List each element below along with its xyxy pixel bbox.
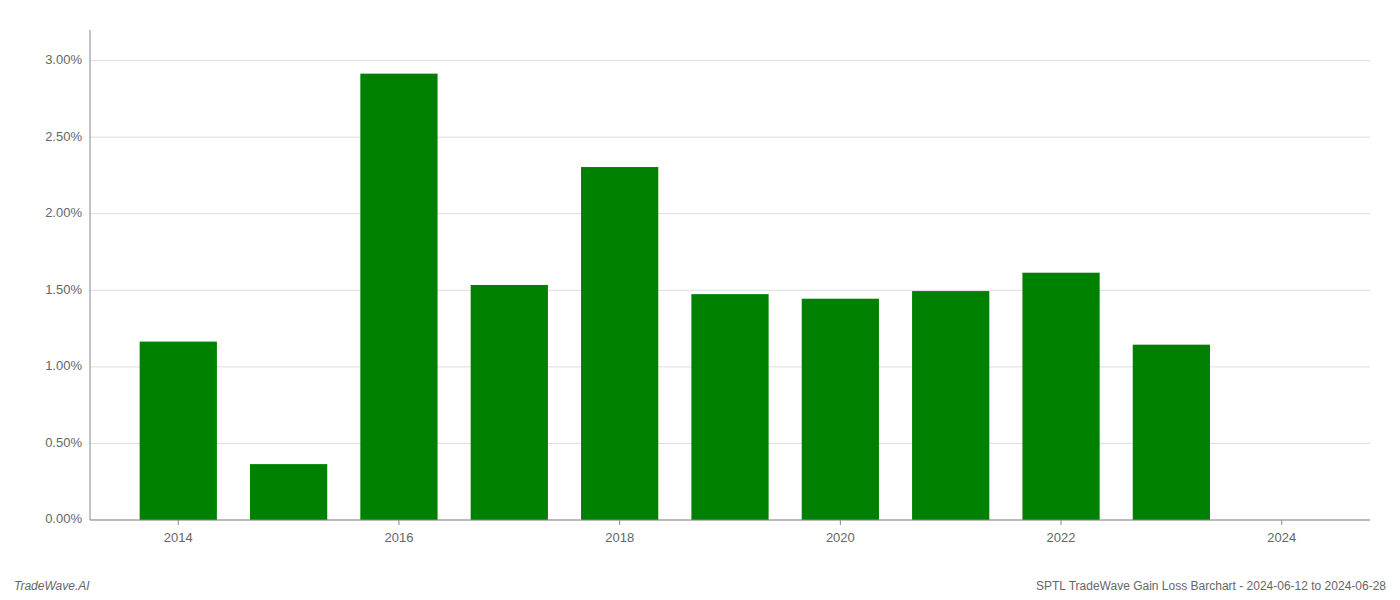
y-tick-label: 1.00% xyxy=(45,358,82,373)
x-tick-label: 2022 xyxy=(1047,530,1076,545)
y-tick-label: 0.50% xyxy=(45,435,82,450)
bar xyxy=(250,464,327,520)
grid xyxy=(90,61,1370,520)
x-tick-label: 2018 xyxy=(605,530,634,545)
bar xyxy=(360,74,437,520)
x-axis-line xyxy=(90,520,1370,521)
grid-line xyxy=(90,213,1370,214)
bar xyxy=(802,299,879,520)
chart: 0.00% 0.50% 1.00% 1.50% 2.00% 2.50% 3.00% 2014 2… xyxy=(0,0,1400,600)
y-axis-line xyxy=(90,30,91,520)
bar xyxy=(691,294,768,520)
x-tick xyxy=(1281,520,1282,525)
x-tick xyxy=(398,520,399,525)
grid-line xyxy=(90,520,1370,521)
bar xyxy=(912,291,989,520)
grid-line xyxy=(90,290,1370,291)
x-tick xyxy=(1061,520,1062,525)
x-tick xyxy=(840,520,841,525)
x-tick xyxy=(178,520,179,525)
x-tick xyxy=(619,520,620,525)
y-tick-label: 0.00% xyxy=(45,511,82,526)
y-tick-label: 2.50% xyxy=(45,129,82,144)
bar xyxy=(581,167,658,520)
grid-line xyxy=(90,60,1370,61)
bar xyxy=(471,285,548,520)
bar xyxy=(1133,345,1210,520)
y-tick-label: 2.00% xyxy=(45,205,82,220)
x-tick-label: 2020 xyxy=(826,530,855,545)
bar xyxy=(140,342,217,520)
bar xyxy=(1022,273,1099,520)
grid-line xyxy=(90,137,1370,138)
x-tick-label: 2014 xyxy=(164,530,193,545)
title: SPTL TradeWave Gain Loss Barchart - 2024… xyxy=(1036,579,1386,593)
x-tick-label: 2016 xyxy=(385,530,414,545)
y-tick-label: 3.00% xyxy=(45,52,82,67)
y-tick-label: 1.50% xyxy=(45,282,82,297)
x-tick-label: 2024 xyxy=(1267,530,1296,545)
footer: TradeWave.AI xyxy=(14,579,90,593)
